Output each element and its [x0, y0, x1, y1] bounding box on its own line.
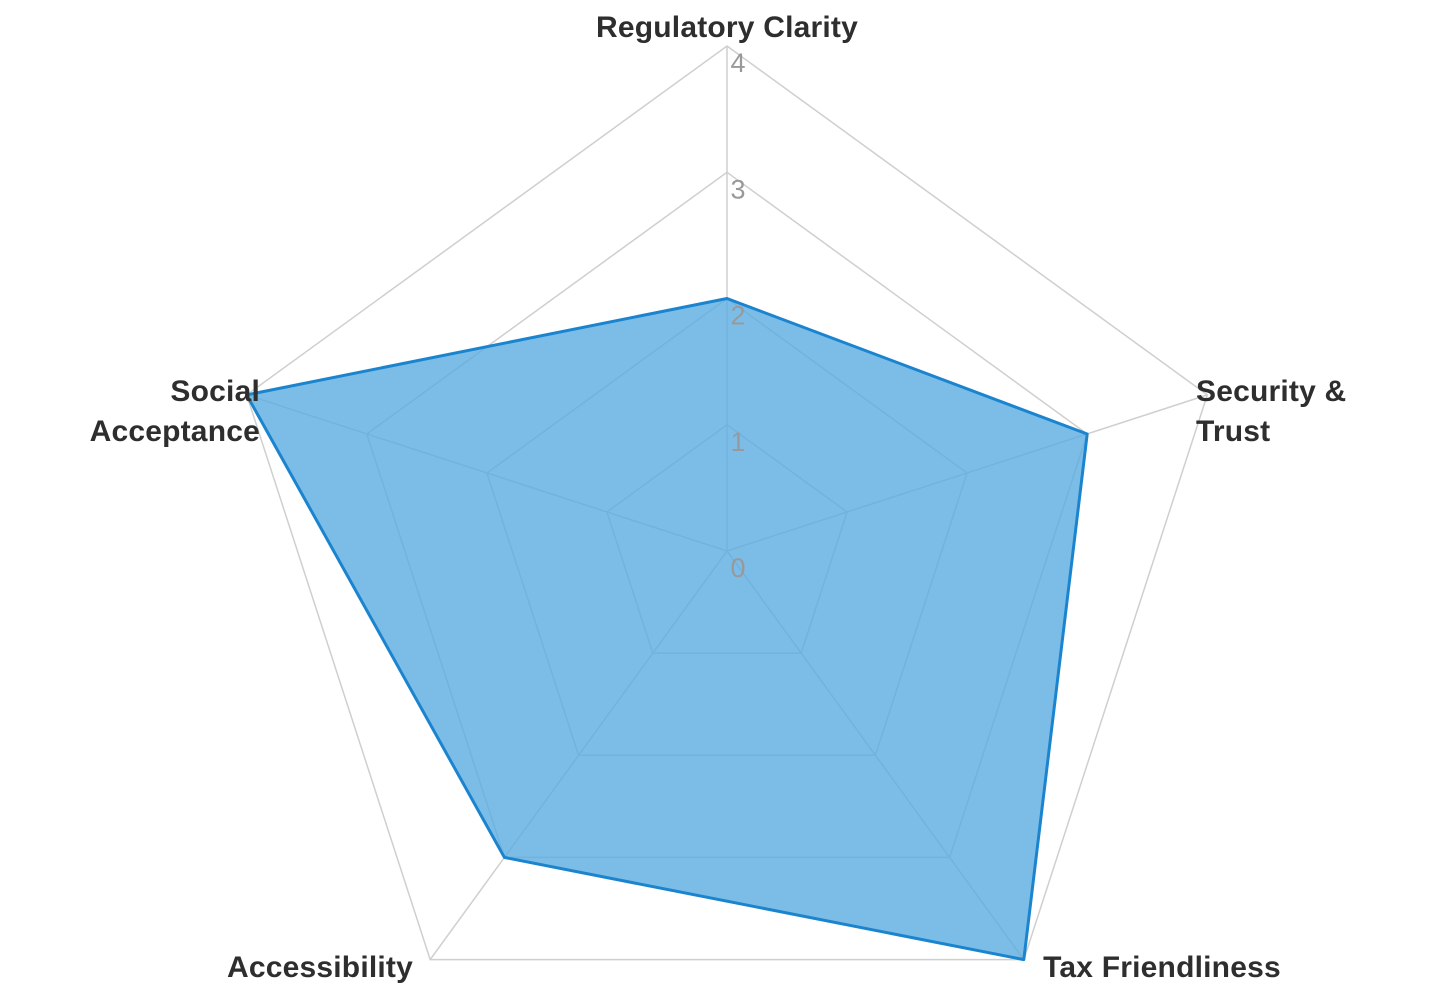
tick-label-4: 4 [730, 48, 745, 78]
axis-label-accessibility: Accessibility [226, 951, 414, 984]
tick-label-1: 1 [730, 427, 745, 457]
data-polygon [245, 297, 1089, 962]
axis-label-regulatory-clarity: Regulatory Clarity [596, 11, 858, 44]
axis-label-tax-friendliness: Tax Friendliness [1043, 951, 1281, 984]
tick-label-2: 2 [730, 301, 745, 331]
tick-label-0: 0 [730, 553, 745, 583]
axis-label-social-acceptance: Social Acceptance [89, 375, 260, 448]
tick-label-3: 3 [730, 174, 745, 204]
axis-label-security-trust: Security & Trust [1196, 375, 1347, 448]
grid-ring-4 [245, 45, 1209, 961]
